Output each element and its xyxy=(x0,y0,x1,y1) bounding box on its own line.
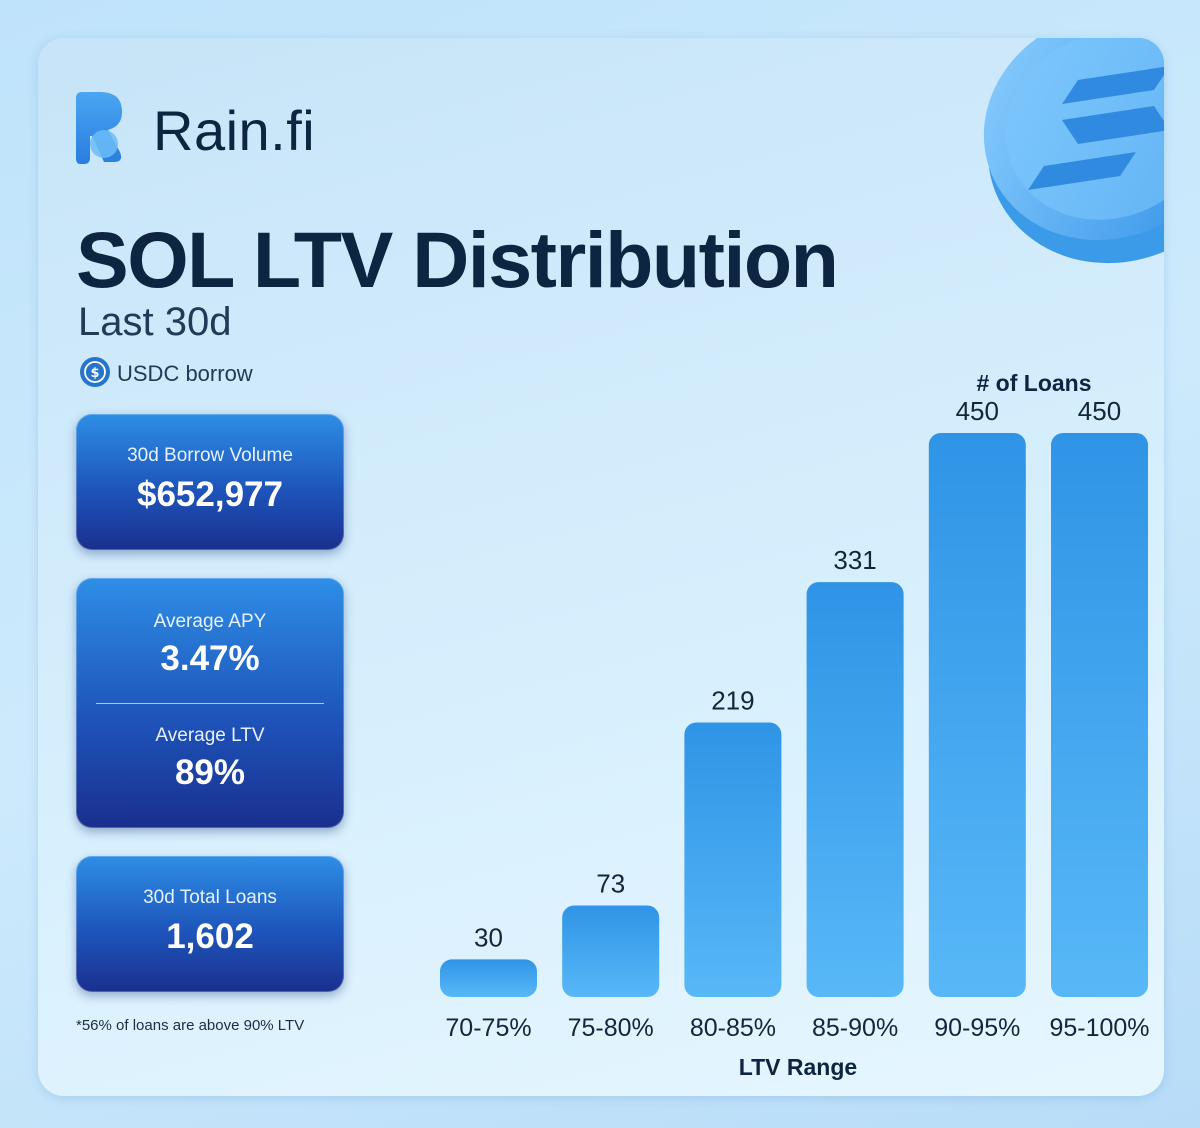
bar-value-label: 331 xyxy=(833,545,876,575)
x-tick-label: 95-100% xyxy=(1049,1014,1149,1042)
footnote: *56% of loans are above 90% LTV xyxy=(76,1017,305,1034)
chart-title: # of Loans xyxy=(976,370,1091,396)
average-apy-value: 3.47% xyxy=(160,639,260,678)
page-title: SOL LTV Distribution xyxy=(76,215,839,304)
borrow-volume-value: $652,977 xyxy=(137,475,283,514)
bar-70-75% xyxy=(440,959,537,997)
bar-90-95% xyxy=(928,433,1026,997)
brand-name: Rain.fi xyxy=(153,99,316,162)
apy-ltv-card: Average APY 3.47% Average LTV 89% xyxy=(76,578,344,828)
borrow-volume-card: 30d Borrow Volume $652,977 xyxy=(76,414,344,550)
bar-value-label: 450 xyxy=(956,396,999,426)
x-tick-label: 75-80% xyxy=(568,1014,654,1042)
borrow-volume-label: 30d Borrow Volume xyxy=(127,445,293,466)
x-tick-label: 90-95% xyxy=(934,1014,1020,1042)
bar-80-85% xyxy=(684,722,782,997)
page-subtitle: Last 30d xyxy=(78,300,232,344)
rainfi-logo-icon xyxy=(76,92,122,164)
average-ltv-value: 89% xyxy=(174,753,246,792)
total-loans-label: 30d Total Loans xyxy=(143,887,277,908)
bar-85-90% xyxy=(806,582,904,997)
bar-value-label: 73 xyxy=(596,869,625,899)
card-divider xyxy=(96,703,324,704)
x-tick-label: 70-75% xyxy=(445,1014,531,1042)
average-ltv-label: Average LTV xyxy=(155,725,265,746)
bar-value-label: 219 xyxy=(711,686,754,716)
x-tick-label: 85-90% xyxy=(812,1014,898,1042)
svg-text:$: $ xyxy=(90,366,99,381)
x-tick-label: 80-85% xyxy=(690,1014,776,1042)
bar-95-100% xyxy=(1051,433,1148,997)
average-apy-label: Average APY xyxy=(153,611,267,632)
bar-value-label: 30 xyxy=(474,922,503,952)
solana-coin-icon xyxy=(983,38,1164,264)
currency-label: USDC borrow xyxy=(117,361,253,386)
total-loans-card: 30d Total Loans 1,602 xyxy=(76,856,344,992)
chart-x-axis-label: LTV Range xyxy=(739,1054,857,1080)
bar-value-label: 450 xyxy=(1078,396,1121,426)
usdc-icon: $ xyxy=(80,357,110,387)
total-loans-value: 1,602 xyxy=(166,917,254,956)
bar-75-80% xyxy=(562,905,660,997)
